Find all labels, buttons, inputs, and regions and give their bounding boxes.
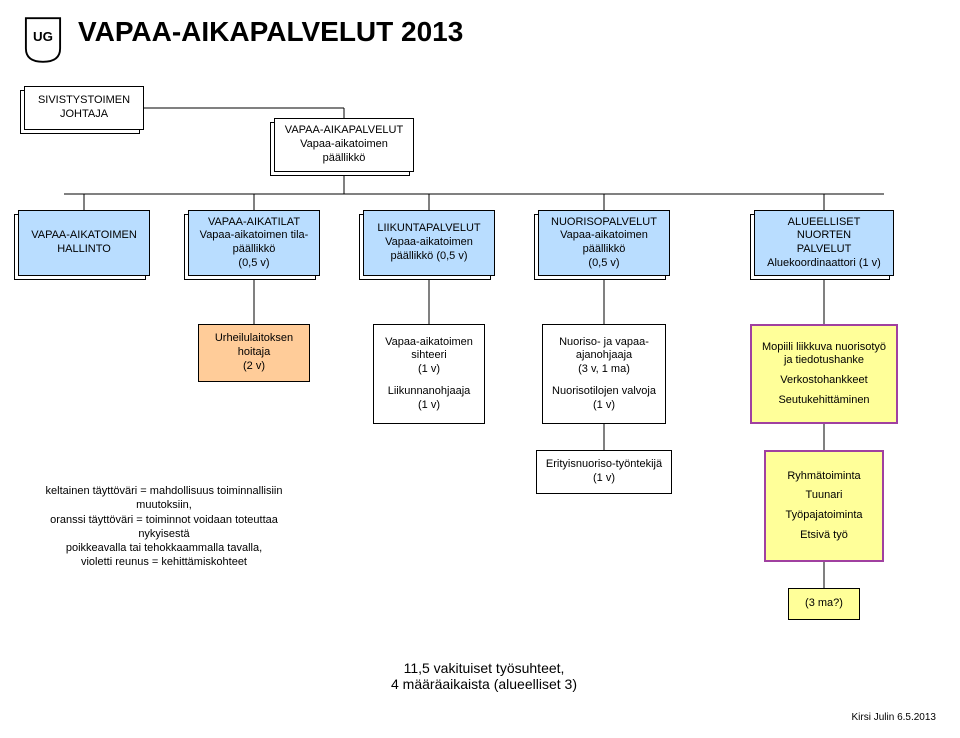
node-line: Seutukehittäminen xyxy=(778,394,869,408)
node-nuorisopalvelut: NUORISOPALVELUT Vapaa-aikatoimen päällik… xyxy=(538,210,670,276)
node-line: Vapaa-aikatoimen xyxy=(385,236,473,250)
node-hankkeet: Mopiili liikkuva nuorisotyö ja tiedotush… xyxy=(750,324,898,424)
node-line: Ryhmätoiminta xyxy=(787,470,860,484)
node-line: Tuunari xyxy=(806,489,843,503)
node-line: VAPAA-AIKATILAT xyxy=(208,216,300,230)
node-line: Nuorisotilojen valvoja xyxy=(552,385,656,399)
node-line: päällikkö xyxy=(233,243,276,257)
logo: UG xyxy=(24,16,62,64)
node-line: Vapaa-aikatoimen tila- xyxy=(200,229,309,243)
node-sivistystoimen-johtaja: SIVISTYSTOIMEN JOHTAJA xyxy=(24,86,144,130)
node-line: (1 v) xyxy=(418,363,440,377)
node-line: Vapaa-aikatoimen xyxy=(385,336,473,350)
node-line: (1 v) xyxy=(418,399,440,413)
node-line: Erityisnuoriso-työntekijä xyxy=(546,458,662,472)
node-line: HALLINTO xyxy=(57,243,111,257)
footer-summary: 11,5 vakituiset työsuhteet, 4 määräaikai… xyxy=(324,660,644,692)
node-line: SIVISTYSTOIMEN xyxy=(38,94,130,108)
node-line: päällikkö (0,5 v) xyxy=(390,250,467,264)
author-credit: Kirsi Julin 6.5.2013 xyxy=(852,712,937,723)
node-line: Vapaa-aikatoimen xyxy=(560,229,648,243)
node-line: Etsivä työ xyxy=(800,529,848,543)
node-line: VAPAA-AIKATOIMEN xyxy=(31,229,137,243)
node-line: PALVELUT xyxy=(797,243,852,257)
node-line: päällikkö xyxy=(583,243,626,257)
node-line: ajanohjaaja xyxy=(576,349,632,363)
node-line: Aluekoordinaattori (1 v) xyxy=(767,257,881,271)
legend-line: poikkeavalla tai tehokkaammalla tavalla, xyxy=(24,541,304,555)
node-line: Vapaa-aikatoimen xyxy=(300,138,388,152)
node-sihteeri-liikunnanohjaaja: Vapaa-aikatoimen sihteeri (1 v) Liikunna… xyxy=(373,324,485,424)
node-line: NUORISOPALVELUT xyxy=(551,216,657,230)
node-line: Liikunnanohjaaja xyxy=(388,385,471,399)
node-line: (0,5 v) xyxy=(588,257,619,271)
node-line: Verkostohankkeet xyxy=(780,374,867,388)
org-chart: SIVISTYSTOIMEN JOHTAJA VAPAA-AIKAPALVELU… xyxy=(24,64,936,724)
node-line: (3 ma?) xyxy=(805,597,843,611)
node-line: Mopiili liikkuva nuorisotyö xyxy=(762,341,886,355)
node-erityisnuoriso-tyontekija: Erityisnuoriso-työntekijä (1 v) xyxy=(536,450,672,494)
node-line: (3 v, 1 ma) xyxy=(578,363,630,377)
node-line: (1 v) xyxy=(593,472,615,486)
node-line: sihteeri xyxy=(411,349,446,363)
node-line: Nuoriso- ja vapaa- xyxy=(559,336,649,350)
footer-line: 4 määräaikaista (alueelliset 3) xyxy=(391,676,577,692)
node-liikuntapalvelut: LIIKUNTAPALVELUT Vapaa-aikatoimen päälli… xyxy=(363,210,495,276)
node-ryhmatoiminta: Ryhmätoiminta Tuunari Työpajatoiminta Et… xyxy=(764,450,884,562)
node-vapaa-aikapalvelut: VAPAA-AIKAPALVELUT Vapaa-aikatoimen pääl… xyxy=(274,118,414,172)
node-line: päällikkö xyxy=(323,152,366,166)
legend-line: oranssi täyttöväri = toiminnot voidaan t… xyxy=(24,513,304,542)
node-hallinto: VAPAA-AIKATOIMEN HALLINTO xyxy=(18,210,150,276)
node-3ma: (3 ma?) xyxy=(788,588,860,620)
node-line: ALUEELLISET NUORTEN xyxy=(761,216,887,244)
node-line: (1 v) xyxy=(593,399,615,413)
node-line: hoitaja xyxy=(238,346,270,360)
node-urheilulaitoksen-hoitaja: Urheilulaitoksen hoitaja (2 v) xyxy=(198,324,310,382)
node-line: (2 v) xyxy=(243,360,265,374)
legend-line: keltainen täyttöväri = mahdollisuus toim… xyxy=(24,484,304,513)
legend: keltainen täyttöväri = mahdollisuus toim… xyxy=(24,484,304,570)
node-nuoriso-ohjaaja-valvoja: Nuoriso- ja vapaa- ajanohjaaja (3 v, 1 m… xyxy=(542,324,666,424)
page-title: VAPAA-AIKAPALVELUT 2013 xyxy=(78,16,463,48)
node-vapaa-aikatilat: VAPAA-AIKATILAT Vapaa-aikatoimen tila- p… xyxy=(188,210,320,276)
legend-line: violetti reunus = kehittämiskohteet xyxy=(24,555,304,569)
node-line: Urheilulaitoksen xyxy=(215,332,293,346)
svg-text:UG: UG xyxy=(33,29,53,44)
node-line: LIIKUNTAPALVELUT xyxy=(377,222,480,236)
node-line: VAPAA-AIKAPALVELUT xyxy=(285,124,403,138)
node-line: (0,5 v) xyxy=(238,257,269,271)
node-line: JOHTAJA xyxy=(60,108,108,122)
node-line: ja tiedotushanke xyxy=(784,354,864,368)
footer-line: 11,5 vakituiset työsuhteet, xyxy=(404,660,565,676)
node-line: Työpajatoiminta xyxy=(785,509,862,523)
node-alueelliset-nuorten-palvelut: ALUEELLISET NUORTEN PALVELUT Aluekoordin… xyxy=(754,210,894,276)
